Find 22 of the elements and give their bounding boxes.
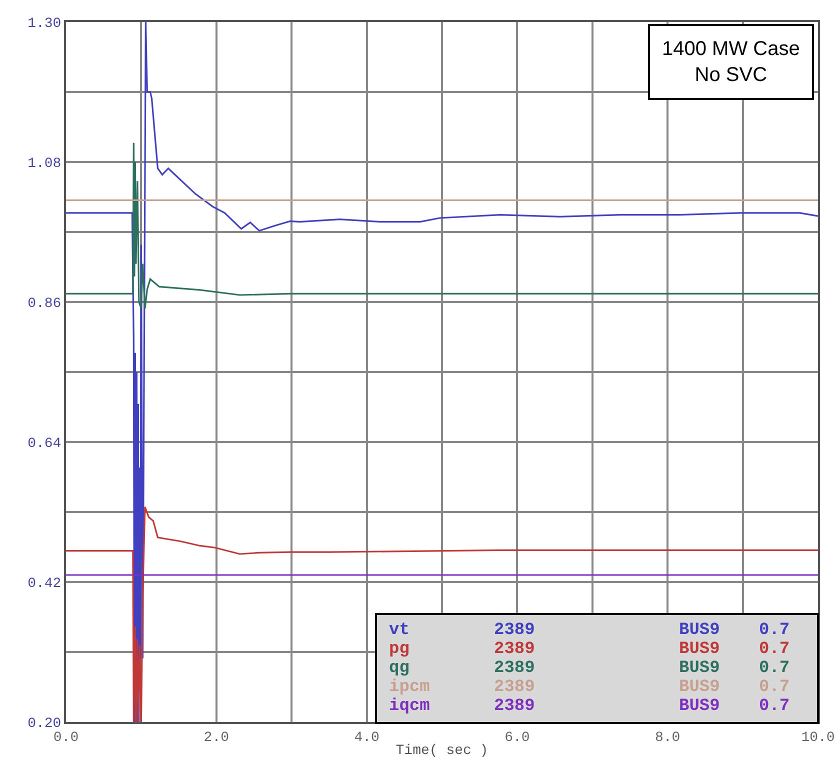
y-tick-label: 1.08 xyxy=(28,156,62,172)
x-tick-label: 6.0 xyxy=(504,730,530,746)
x-axis-title: Time( sec ) xyxy=(396,743,488,759)
x-tick-label: 10.0 xyxy=(801,730,835,746)
text: ipcm 2389 BUS9 0.7 xyxy=(389,678,790,697)
x-tick-label: 4.0 xyxy=(354,730,380,746)
line-series xyxy=(66,22,818,722)
y-tick-label: 0.86 xyxy=(28,296,62,312)
y-tick-label: 0.20 xyxy=(28,716,62,732)
x-tick-label: 2.0 xyxy=(204,730,230,746)
y-tick-label: 1.30 xyxy=(28,16,62,32)
text: pg 2389 BUS9 0.7 xyxy=(389,640,790,659)
y-tick-label: 0.64 xyxy=(28,436,62,452)
x-tick-label: 0.0 xyxy=(53,730,79,746)
line-series xyxy=(66,506,818,722)
text: qg 2389 BUS9 0.7 xyxy=(389,659,790,678)
annotation: 1400 MW Case No SVC xyxy=(662,38,800,86)
line-series xyxy=(66,142,818,310)
y-tick-label: 0.42 xyxy=(28,576,62,592)
text: vt 2389 BUS9 0.7 xyxy=(389,621,790,640)
text: iqcm 2389 BUS9 0.7 xyxy=(389,697,790,716)
x-tick-label: 8.0 xyxy=(654,730,680,746)
